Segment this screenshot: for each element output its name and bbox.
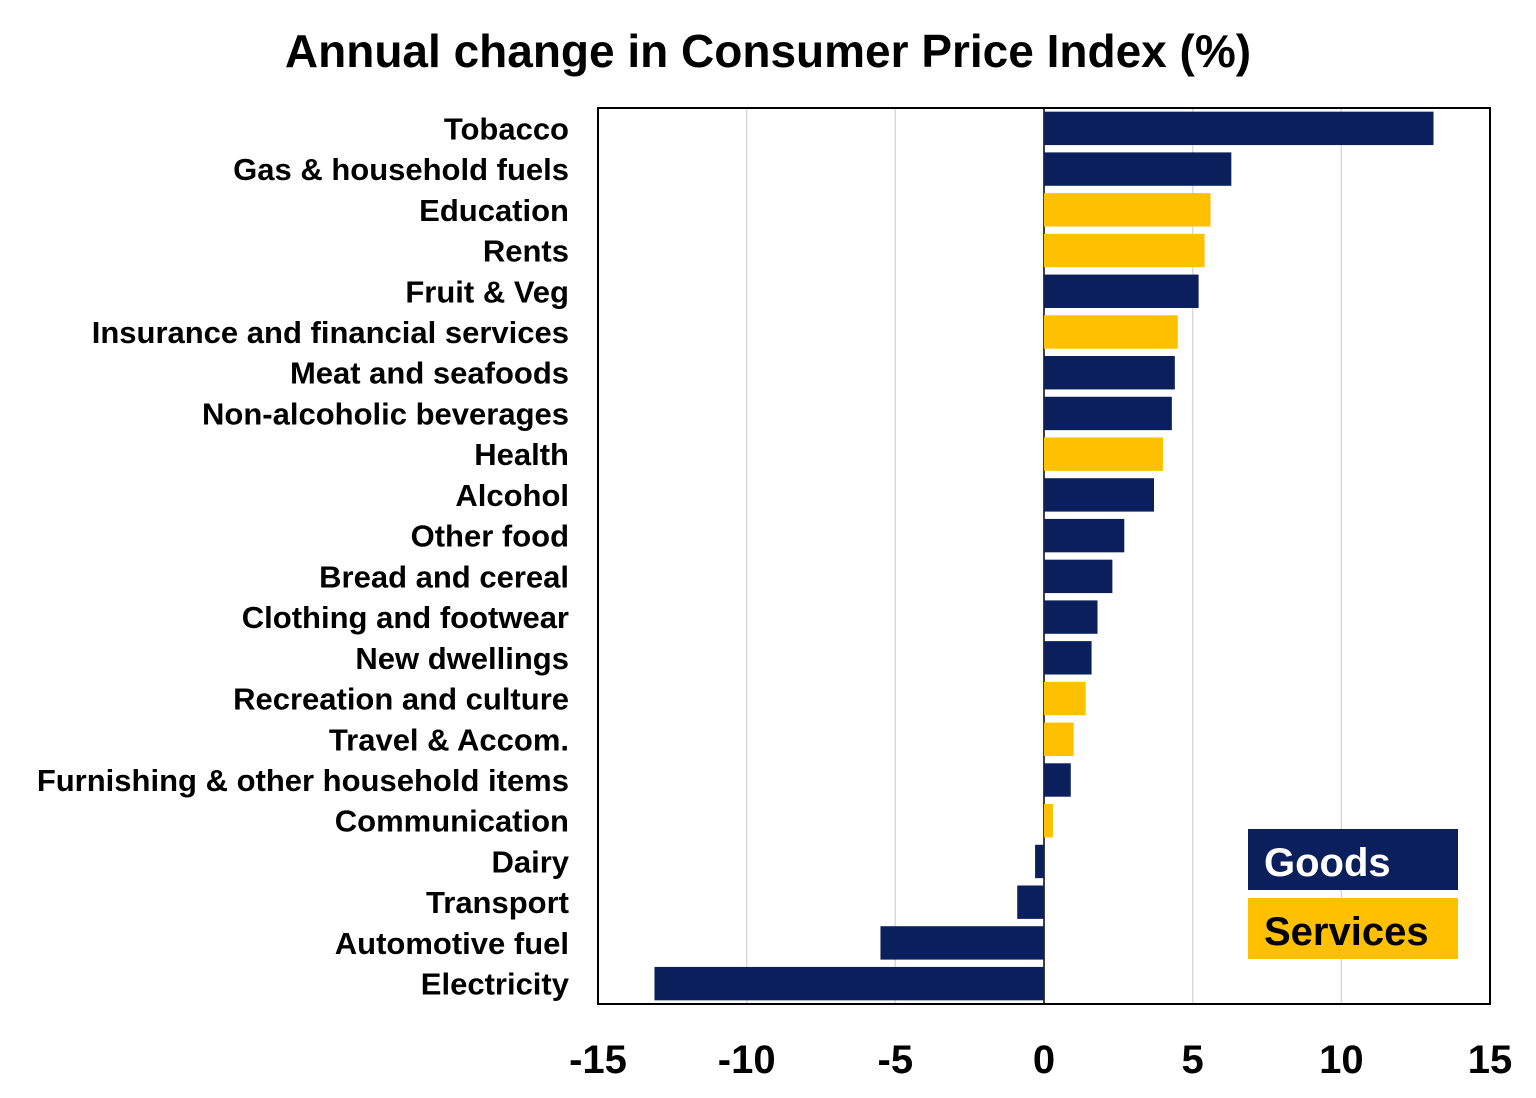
- category-label-transport: Transport: [426, 885, 569, 920]
- bar-rents: [1044, 233, 1205, 268]
- category-label-rents: Rents: [483, 234, 569, 269]
- legend-label-goods: Goods: [1264, 841, 1391, 885]
- plot-frame: [597, 107, 1491, 1005]
- x-axis-ticks: -15 -10 -5 0 5 10 15: [569, 1038, 1512, 1082]
- bar-meat-and-seafoods: [1044, 356, 1175, 390]
- category-label-fruit-and-veg: Fruit & Veg: [405, 274, 569, 309]
- bar-new-dwellings: [1044, 641, 1092, 675]
- category-label-bread-and-cereal: Bread and cereal: [319, 559, 569, 594]
- category-label-electricity: Electricity: [421, 967, 570, 1002]
- bar-education: [1044, 193, 1211, 227]
- bar-clothing-and-footwear: [1044, 600, 1098, 634]
- category-label-new-dwellings: New dwellings: [355, 641, 569, 676]
- bar-non-alcoholic-beverages: [1044, 396, 1172, 431]
- category-label-tobacco: Tobacco: [444, 111, 569, 146]
- category-label-furnishing-and-other-household-items: Furnishing & other household items: [37, 763, 569, 798]
- category-label-dairy: Dairy: [491, 844, 569, 879]
- bar-furnishing-and-other-household-items: [1044, 763, 1071, 797]
- bar-gas-and-household-fuels: [1044, 152, 1232, 186]
- x-tick-neg5: -5: [878, 1038, 914, 1082]
- chart-title: Annual change in Consumer Price Index (%…: [285, 25, 1251, 77]
- bar-tobacco: [1044, 111, 1434, 146]
- bar-health: [1044, 437, 1163, 471]
- category-labels: Tobacco Gas & household fuels Education Ren…: [37, 111, 570, 1001]
- bar-travel-and-accom: [1044, 722, 1074, 756]
- bar-dairy: [1035, 844, 1044, 879]
- legend: Goods Services: [1248, 829, 1458, 959]
- category-label-insurance-and-financial-services: Insurance and financial services: [92, 315, 569, 350]
- category-label-meat-and-seafoods: Meat and seafoods: [290, 356, 569, 391]
- category-label-health: Health: [474, 437, 569, 472]
- category-label-education: Education: [419, 193, 569, 228]
- category-label-clothing-and-footwear: Clothing and footwear: [242, 600, 569, 635]
- bar-communication: [1044, 804, 1053, 838]
- bar-recreation-and-culture: [1044, 681, 1086, 716]
- x-tick-15: 15: [1468, 1038, 1513, 1082]
- category-label-alcohol: Alcohol: [455, 478, 569, 513]
- bar-fruit-and-veg: [1044, 274, 1199, 308]
- category-label-recreation-and-culture: Recreation and culture: [233, 682, 569, 717]
- legend-swatch-goods: [1248, 829, 1458, 890]
- legend-label-services: Services: [1264, 910, 1429, 954]
- category-label-communication: Communication: [335, 804, 569, 839]
- category-label-other-food: Other food: [411, 519, 569, 554]
- category-label-non-alcoholic-beverages: Non-alcoholic beverages: [202, 396, 569, 431]
- bar-other-food: [1044, 518, 1125, 553]
- x-tick-neg10: -10: [718, 1038, 776, 1082]
- x-tick-0: 0: [1033, 1038, 1055, 1082]
- bar-automotive-fuel: [880, 926, 1044, 960]
- x-tick-5: 5: [1182, 1038, 1204, 1082]
- bars: [654, 111, 1434, 1001]
- x-tick-10: 10: [1319, 1038, 1364, 1082]
- x-tick-neg15: -15: [569, 1038, 627, 1082]
- category-label-automotive-fuel: Automotive fuel: [335, 926, 569, 961]
- bar-alcohol: [1044, 478, 1155, 512]
- bar-electricity: [654, 966, 1044, 1001]
- bar-transport: [1017, 885, 1044, 919]
- legend-swatch-services: [1248, 898, 1458, 959]
- bar-bread-and-cereal: [1044, 559, 1113, 594]
- bar-insurance-and-financial-services: [1044, 315, 1178, 349]
- category-label-gas-and-household-fuels: Gas & household fuels: [233, 152, 569, 187]
- category-label-travel-and-accom: Travel & Accom.: [329, 722, 569, 757]
